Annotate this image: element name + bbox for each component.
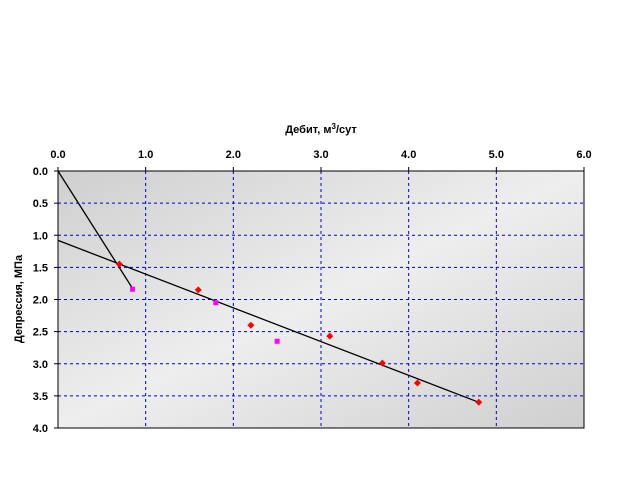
y-tick-label: 0.5 [33, 198, 48, 210]
trend-line [57, 239, 480, 403]
data-point-square [130, 286, 136, 292]
y-tick-label: 2.5 [33, 327, 48, 339]
data-point-diamond [247, 321, 255, 329]
x-tick-label: 2.0 [226, 149, 241, 161]
x-axis-title: Дебит, м3/сут [285, 122, 357, 136]
x-tick-label: 1.0 [138, 149, 153, 161]
data-point-square [213, 300, 219, 306]
y-tick-labels: 0.0 0.5 1.0 1.5 2.0 2.5 3.0 3.5 4.0 [33, 166, 58, 435]
trend-lines [57, 170, 480, 403]
x-tick-labels: 0.0 1.0 2.0 3.0 4.0 5.0 6.0 [50, 149, 592, 171]
data-point-square [274, 338, 280, 344]
data-point-diamond [115, 260, 123, 268]
x-tick-label: 6.0 [576, 149, 591, 161]
data-point-diamond [378, 359, 386, 367]
data-markers [115, 260, 483, 406]
y-tick-label: 3.5 [33, 391, 48, 403]
data-point-diamond [194, 286, 202, 294]
y-tick-label: 1.0 [33, 230, 48, 242]
data-point-diamond [413, 379, 421, 387]
y-axis-title: Депрессия, МПа [13, 254, 25, 343]
y-tick-label: 3.0 [33, 359, 48, 371]
y-tick-label: 2.0 [33, 295, 48, 307]
trend-line [57, 170, 135, 292]
data-point-diamond [475, 398, 483, 406]
y-tick-label: 4.0 [33, 423, 48, 435]
x-tick-label: 4.0 [401, 149, 416, 161]
x-tick-label: 3.0 [313, 149, 328, 161]
y-tick-label: 1.5 [33, 262, 48, 274]
x-tick-label: 5.0 [489, 149, 504, 161]
grid [58, 171, 584, 428]
y-tick-label: 0.0 [33, 166, 48, 178]
x-tick-label: 0.0 [50, 149, 65, 161]
data-point-diamond [326, 332, 334, 340]
